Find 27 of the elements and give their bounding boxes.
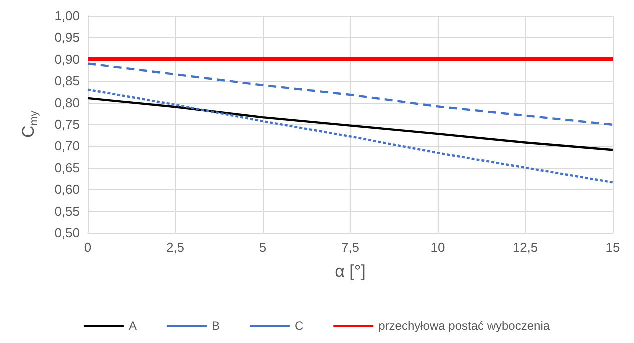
y-tick-label: 0,60 xyxy=(54,182,80,198)
legend-label: B xyxy=(212,319,220,333)
x-axis-title: α [°] xyxy=(335,262,366,281)
y-tick-label: 0,95 xyxy=(54,30,80,46)
line-series xyxy=(86,97,614,152)
x-tick-label: 12,5 xyxy=(512,240,538,255)
y-tick-label: 0,65 xyxy=(54,160,80,176)
y-tick-label: 0,50 xyxy=(54,226,80,240)
x-tick-label: 5 xyxy=(259,240,267,255)
y-tick-label: 0,80 xyxy=(54,95,80,110)
y-tick-label: 1,00 xyxy=(54,8,80,24)
y-tick-label: 0,90 xyxy=(54,52,80,67)
legend-label: A xyxy=(128,319,137,333)
y-tick-label: 0,75 xyxy=(54,117,80,132)
y-tick-label: 0,70 xyxy=(54,138,80,154)
x-tick-label: 2,5 xyxy=(166,240,185,255)
line-series xyxy=(86,88,614,184)
y-axis-title: Cmy xyxy=(19,110,40,138)
legend-label: przechyłowa postać wyboczenia xyxy=(378,319,550,333)
y-tick-label: 0,55 xyxy=(54,204,80,219)
y-tick-label: 0,85 xyxy=(54,74,80,89)
x-tick-label: 15 xyxy=(606,240,620,255)
x-tick-label: 10 xyxy=(430,240,446,255)
legend-label: C xyxy=(294,319,304,333)
x-tick-label: 7,5 xyxy=(341,240,360,255)
x-tick-label: 0 xyxy=(84,240,92,255)
line-series xyxy=(86,62,614,126)
